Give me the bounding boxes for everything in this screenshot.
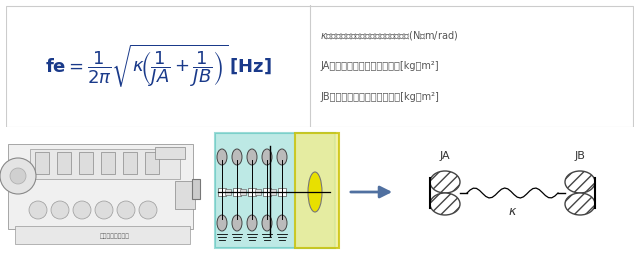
Bar	[263, 188, 271, 196]
Circle shape	[0, 158, 36, 194]
Bar	[101, 152, 115, 174]
Circle shape	[95, 201, 113, 219]
Ellipse shape	[232, 215, 242, 231]
Text: κ: κ	[509, 205, 516, 218]
Circle shape	[139, 201, 157, 219]
Bar	[155, 147, 185, 159]
Ellipse shape	[262, 215, 272, 231]
Ellipse shape	[217, 149, 227, 165]
Ellipse shape	[247, 149, 257, 165]
Bar	[255, 189, 261, 195]
Ellipse shape	[262, 149, 272, 165]
Circle shape	[73, 201, 91, 219]
Bar	[30, 149, 180, 179]
Circle shape	[51, 201, 69, 219]
Bar	[240, 189, 246, 195]
Bar	[79, 152, 93, 174]
Bar	[218, 188, 226, 196]
Bar	[270, 189, 276, 195]
Bar	[123, 152, 137, 174]
Bar	[175, 181, 195, 209]
Bar	[35, 152, 49, 174]
Ellipse shape	[565, 171, 595, 193]
Ellipse shape	[430, 193, 460, 215]
Ellipse shape	[232, 149, 242, 165]
Ellipse shape	[430, 171, 460, 193]
Ellipse shape	[565, 193, 595, 215]
Bar	[225, 189, 231, 195]
Text: JB: JB	[575, 151, 586, 161]
Ellipse shape	[308, 172, 322, 212]
Text: $\kappa$：カップリングの動的ねじりばね定数(N・m/rad): $\kappa$：カップリングの動的ねじりばね定数(N・m/rad)	[320, 29, 458, 42]
Ellipse shape	[247, 215, 257, 231]
Text: センタフレックス: センタフレックス	[100, 233, 130, 239]
Text: JB：従動側の慣性モーメント[kg・m²]: JB：従動側の慣性モーメント[kg・m²]	[320, 91, 439, 102]
Ellipse shape	[277, 215, 287, 231]
Ellipse shape	[277, 149, 287, 165]
Bar	[15, 226, 190, 244]
Text: JA: JA	[440, 151, 451, 161]
Circle shape	[29, 201, 47, 219]
Bar	[278, 188, 286, 196]
Bar	[192, 179, 200, 199]
Bar	[145, 152, 159, 174]
Bar	[57, 152, 71, 174]
Circle shape	[117, 201, 135, 219]
Bar	[8, 144, 193, 229]
Ellipse shape	[217, 215, 227, 231]
Bar	[233, 188, 241, 196]
Bar	[215, 133, 335, 248]
Bar	[295, 133, 339, 248]
Bar	[248, 188, 256, 196]
Text: $\mathbf{fe} = \dfrac{1}{2\pi} \sqrt{\kappa\!\left(\dfrac{1}{JA}+\dfrac{1}{JB}\r: $\mathbf{fe} = \dfrac{1}{2\pi} \sqrt{\ka…	[45, 43, 271, 89]
Text: JA：駆動側の慣性モーメント[kg・m²]: JA：駆動側の慣性モーメント[kg・m²]	[320, 61, 438, 71]
Circle shape	[10, 168, 26, 184]
